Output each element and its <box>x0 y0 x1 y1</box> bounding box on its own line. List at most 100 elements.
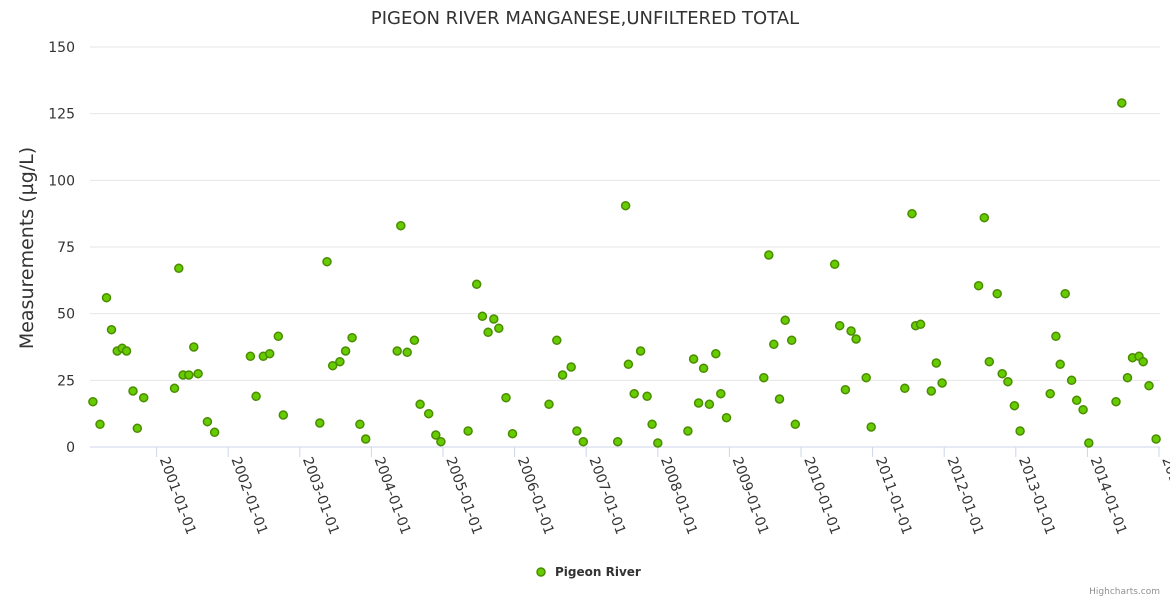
data-point[interactable] <box>402 347 412 358</box>
data-point[interactable] <box>88 396 98 407</box>
legend-label[interactable]: Pigeon River <box>555 565 641 579</box>
data-point[interactable] <box>866 422 876 432</box>
data-point[interactable] <box>851 334 861 344</box>
data-point[interactable] <box>698 363 709 374</box>
data-point[interactable] <box>711 348 721 359</box>
data-point[interactable] <box>647 419 657 430</box>
data-point[interactable] <box>642 391 652 402</box>
data-point[interactable] <box>759 372 769 383</box>
data-point[interactable] <box>786 335 797 346</box>
data-point[interactable] <box>572 426 582 436</box>
data-point[interactable] <box>189 342 199 352</box>
data-point[interactable] <box>1144 380 1154 391</box>
data-point[interactable] <box>552 335 562 346</box>
data-point[interactable] <box>629 388 639 399</box>
data-point[interactable] <box>483 327 493 338</box>
data-point[interactable] <box>1122 372 1133 383</box>
data-point[interactable] <box>790 419 801 430</box>
data-point[interactable] <box>169 383 180 394</box>
data-point[interactable] <box>1151 434 1161 444</box>
data-point[interactable] <box>209 427 220 438</box>
data-point[interactable] <box>578 436 589 447</box>
data-point[interactable] <box>1084 438 1094 448</box>
data-point[interactable] <box>721 412 732 423</box>
data-point[interactable] <box>184 370 194 380</box>
data-point[interactable] <box>566 362 576 372</box>
data-point[interactable] <box>900 383 910 394</box>
data-point[interactable] <box>780 315 790 326</box>
data-point[interactable] <box>544 399 554 410</box>
data-point[interactable] <box>489 314 499 324</box>
data-point[interactable] <box>360 434 371 444</box>
data-point[interactable] <box>347 332 357 343</box>
data-point[interactable] <box>1045 388 1055 399</box>
data-point[interactable] <box>392 346 402 356</box>
data-point[interactable] <box>1015 426 1025 436</box>
data-point[interactable] <box>138 392 149 403</box>
legend-marker-icon[interactable] <box>536 567 546 577</box>
data-point[interactable] <box>1078 404 1088 415</box>
data-point[interactable] <box>774 394 785 404</box>
data-point[interactable] <box>764 250 774 260</box>
data-point[interactable] <box>915 319 926 330</box>
data-point[interactable] <box>121 346 132 356</box>
data-point[interactable] <box>507 428 518 439</box>
data-point[interactable] <box>635 346 646 356</box>
data-point[interactable] <box>106 324 117 335</box>
data-point[interactable] <box>704 399 715 410</box>
data-point[interactable] <box>174 263 184 274</box>
data-point[interactable] <box>431 430 441 440</box>
data-point[interactable] <box>693 398 704 408</box>
data-point[interactable] <box>1111 396 1121 407</box>
data-point[interactable] <box>937 378 947 388</box>
data-point[interactable] <box>846 326 856 336</box>
data-point[interactable] <box>355 419 365 430</box>
data-point[interactable] <box>653 438 663 448</box>
data-point[interactable] <box>322 256 332 267</box>
data-point[interactable] <box>340 346 351 356</box>
data-point[interactable] <box>973 280 984 291</box>
data-point[interactable] <box>683 426 693 436</box>
data-point[interactable] <box>463 426 473 436</box>
data-point[interactable] <box>278 410 289 420</box>
data-point[interactable] <box>264 348 275 359</box>
data-point[interactable] <box>436 436 446 447</box>
data-point[interactable] <box>1051 331 1061 342</box>
data-point[interactable] <box>251 391 261 402</box>
data-point[interactable] <box>931 358 942 368</box>
data-point[interactable] <box>423 408 434 419</box>
data-point[interactable] <box>471 279 482 290</box>
data-point[interactable] <box>193 368 203 379</box>
data-point[interactable] <box>101 292 112 303</box>
data-point[interactable] <box>620 200 631 211</box>
data-point[interactable] <box>716 388 726 399</box>
data-point[interactable] <box>926 386 937 396</box>
data-point[interactable] <box>623 359 634 370</box>
data-point[interactable] <box>1138 356 1148 367</box>
data-point[interactable] <box>501 392 511 403</box>
data-point[interactable] <box>1055 359 1065 370</box>
data-point[interactable] <box>95 419 105 430</box>
data-point[interactable] <box>840 384 851 395</box>
data-point[interactable] <box>1071 395 1082 406</box>
data-point[interactable] <box>494 323 504 334</box>
credits-link[interactable]: Highcharts.com <box>1089 587 1160 597</box>
data-point[interactable] <box>335 356 345 367</box>
data-point[interactable] <box>315 418 325 428</box>
data-point[interactable] <box>1117 98 1127 108</box>
data-point[interactable] <box>861 372 871 383</box>
data-point[interactable] <box>984 356 995 367</box>
data-point[interactable] <box>245 351 256 362</box>
legend[interactable]: Pigeon River <box>536 565 641 579</box>
data-point[interactable] <box>415 399 425 410</box>
data-point[interactable] <box>612 436 623 447</box>
data-point[interactable] <box>992 288 1002 299</box>
data-point[interactable] <box>997 368 1007 379</box>
data-point[interactable] <box>688 354 699 364</box>
data-point[interactable] <box>829 259 840 270</box>
data-point[interactable] <box>1066 375 1077 386</box>
data-point[interactable] <box>409 335 420 346</box>
data-point[interactable] <box>557 370 568 380</box>
data-point[interactable] <box>1009 400 1020 411</box>
data-point[interactable] <box>273 331 284 342</box>
